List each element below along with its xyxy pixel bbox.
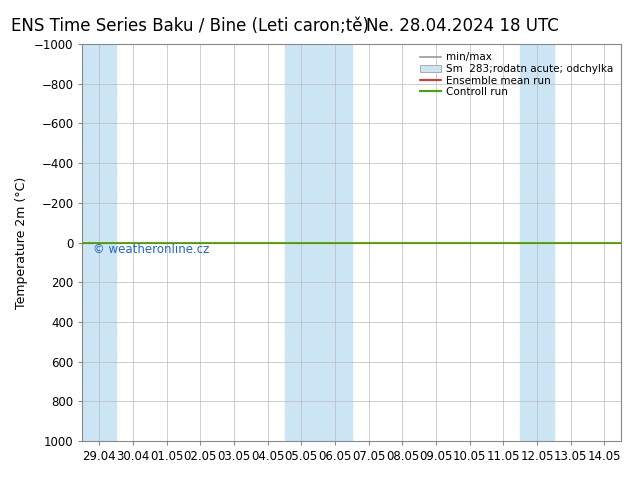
Bar xyxy=(521,44,554,441)
Y-axis label: Temperature 2m (°C): Temperature 2m (°C) xyxy=(15,176,29,309)
Text: ENS Time Series Baku / Bine (Leti caron;tě): ENS Time Series Baku / Bine (Leti caron;… xyxy=(11,17,369,35)
Bar xyxy=(285,44,352,441)
Text: Ne. 28.04.2024 18 UTC: Ne. 28.04.2024 18 UTC xyxy=(366,17,559,35)
Bar xyxy=(82,44,116,441)
Legend: min/max, Sm  283;rodatn acute; odchylka, Ensemble mean run, Controll run: min/max, Sm 283;rodatn acute; odchylka, … xyxy=(417,49,616,100)
Text: © weatheronline.cz: © weatheronline.cz xyxy=(93,244,210,256)
